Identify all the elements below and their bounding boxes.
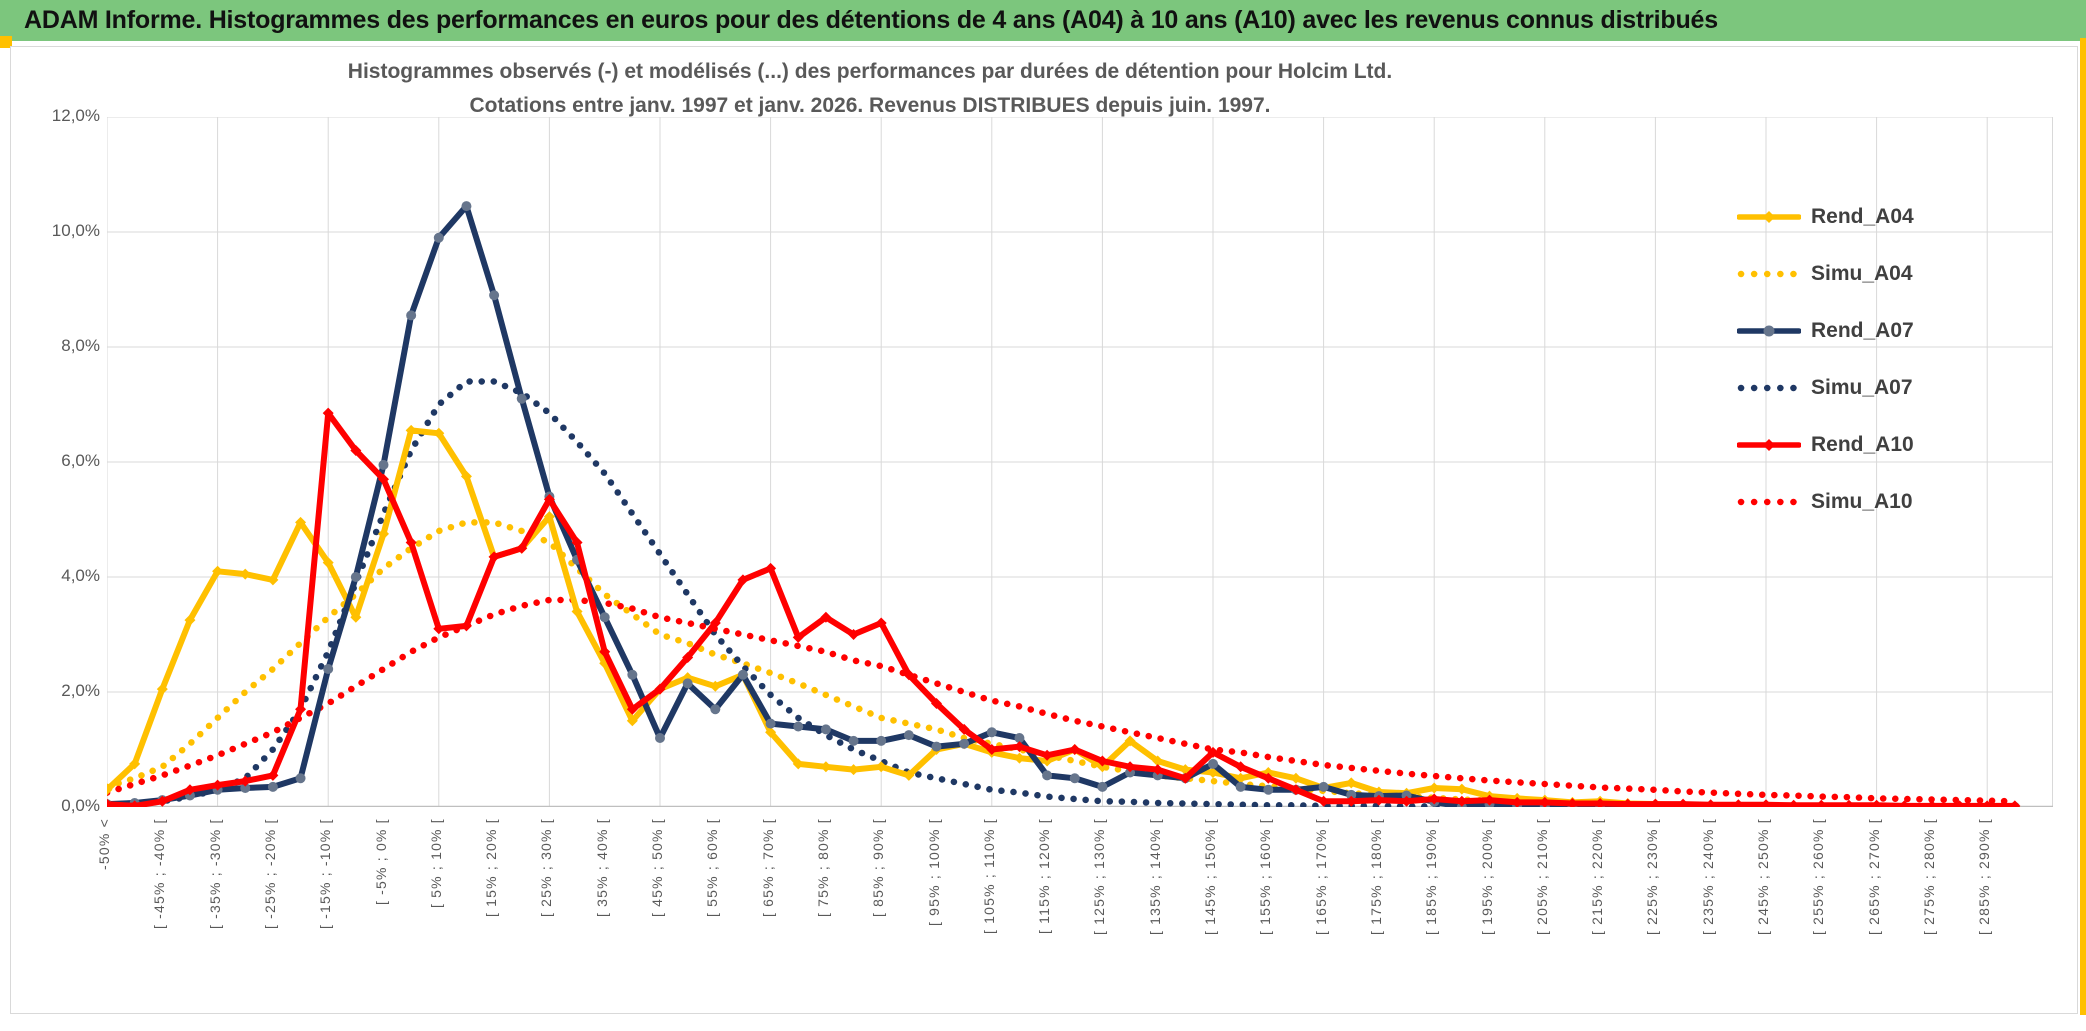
chart-frame [10,46,2078,1014]
legend-entry-rend-a10: Rend_A10 [1737,433,1914,456]
x-axis-label: [ 205% ; 210% [ [1533,818,1550,935]
x-axis-label: [ 45% ; 50% [ [649,818,665,917]
x-axis-label: [ 225% ; 230% [ [1644,818,1661,935]
simu-a04-dotted-sample-icon [1737,270,1801,278]
x-axis-label: [ 15% ; 20% [ [483,818,500,917]
legend-label: Simu_A10 [1811,490,1913,513]
legend-entry-rend-a07: Rend_A07 [1737,319,1914,342]
legend-entry-simu-a04: Simu_A04 [1737,262,1914,285]
y-axis-label: 2,0% [61,681,100,700]
banner-title: ADAM Informe. Histogrammes des performan… [0,0,2086,41]
rend-a07-line-sample-icon [1737,325,1801,337]
x-axis-label: [ 155% ; 160% [ [1257,818,1274,935]
rend-a04-line-sample-icon [1737,211,1801,223]
x-axis-label: [ 95% ; 100% [ [925,818,942,926]
simu-a10-dotted-sample-icon [1737,498,1801,506]
x-axis-label: -50% < [96,818,112,870]
gold-accent-left [0,36,12,48]
x-axis-label: [ 75% ; 80% [ [814,818,831,917]
y-axis-label: 4,0% [61,566,100,585]
chart-subtitle: Cotations entre janv. 1997 et janv. 2026… [469,94,1271,117]
legend-entry-simu-a10: Simu_A10 [1737,490,1914,513]
x-axis-label: [ 165% ; 170% [ [1312,818,1329,935]
x-axis-label: [ 195% ; 200% [ [1478,818,1495,935]
x-axis-label: [ 235% ; 240% [ [1699,818,1716,935]
x-axis-label: [ 145% ; 150% [ [1202,818,1218,935]
x-axis-label: [ 215% ; 220% [ [1589,818,1606,935]
chart-title: Histogrammes observés (-) et modélisés (… [347,60,1393,83]
x-axis-label: [ 105% ; 110% [ [980,818,997,934]
x-axis-label: [ 175% ; 180% [ [1367,818,1384,935]
x-axis-label: [ -15% ; -10% [ [317,818,334,929]
performance-histogram-plot [107,117,2053,807]
x-axis-label: [ -35% ; -30% [ [206,818,223,929]
x-axis-label: [ 285% ; 290% [ [1976,818,1993,935]
x-axis-label: [ 25% ; 30% [ [538,818,555,917]
x-axis-label: [ 275% ; 280% [ [1920,818,1937,935]
y-axis-label: 10,0% [51,221,100,240]
gold-accent-right [2080,38,2086,1015]
x-axis-label: [ 135% ; 140% [ [1146,818,1163,935]
legend-label: Rend_A10 [1811,433,1914,456]
legend-entry-rend-a04: Rend_A04 [1737,205,1914,228]
y-axis-label: 0,0% [61,796,100,815]
legend-label: Simu_A04 [1811,262,1913,285]
simu-a07-dotted-sample-icon [1737,384,1801,392]
x-axis-label: [ 255% ; 260% [ [1810,818,1827,935]
x-axis-label: [ 245% ; 250% [ [1755,818,1771,935]
x-axis-label: [ -25% ; -20% [ [261,818,278,929]
x-axis-label: [ 265% ; 270% [ [1865,818,1882,935]
legend-label: Rend_A07 [1811,319,1914,342]
legend-label: Simu_A07 [1811,376,1913,399]
rend-a10-line-sample-icon [1737,439,1801,451]
y-axis-label: 8,0% [61,336,100,355]
x-axis-label: [ -5% ; 0% [ [372,818,389,905]
y-axis-label: 6,0% [61,451,100,470]
x-axis-label: [ 5% ; 10% [ [427,818,444,908]
x-axis-label: [ 65% ; 70% [ [759,818,776,917]
x-axis-label: [ 85% ; 90% [ [870,818,887,917]
x-axis-label: [ 55% ; 60% [ [704,818,721,917]
legend-entry-simu-a07: Simu_A07 [1737,376,1914,399]
x-axis-label: [ 35% ; 40% [ [593,818,610,917]
y-axis-label: 12,0% [51,106,100,125]
x-axis-label: [ 185% ; 190% [ [1423,818,1440,935]
x-axis-label: [ 125% ; 130% [ [1091,818,1108,935]
x-axis-label: [ 115% ; 120% [ [1036,818,1053,934]
chart-legend: Rend_A04 Simu_A04 Rend_A07 Simu_A07 Rend… [1737,205,1914,548]
legend-label: Rend_A04 [1811,205,1914,228]
x-axis-label: [ -45% ; -40% [ [151,818,168,929]
